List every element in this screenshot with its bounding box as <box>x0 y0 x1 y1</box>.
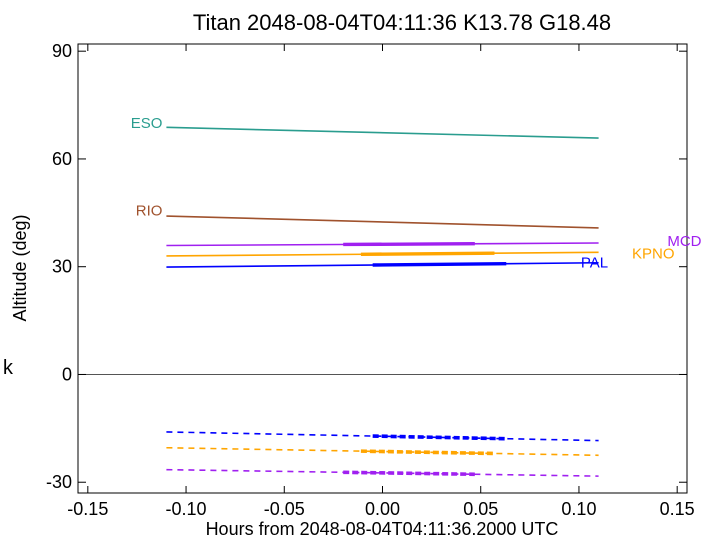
x-tick-label: -0.05 <box>264 499 305 519</box>
x-axis-label: Hours from 2048-08-04T04:11:36.2000 UTC <box>206 519 559 539</box>
y-tick-label: -30 <box>46 472 72 492</box>
series-window-kpno <box>360 251 495 257</box>
series-window-pal <box>372 261 507 267</box>
series-group <box>166 126 599 477</box>
chart-title: Titan 2048-08-04T04:11:36 K13.78 G18.48 <box>193 10 611 35</box>
series-dashed-window-kpno <box>360 449 495 456</box>
x-axis: -0.15 -0.10 -0.05 0.00 0.05 0.10 0.15 <box>67 44 695 519</box>
series-line-rio <box>166 215 599 229</box>
x-tick-label: 0.10 <box>561 499 596 519</box>
y-tick-label: 90 <box>52 41 72 61</box>
series-label-pal: PAL <box>581 254 608 271</box>
y-tick-label: 0 <box>62 364 72 384</box>
x-tick-label: 0.05 <box>463 499 498 519</box>
series-label-eso: ESO <box>131 115 163 132</box>
y-axis: -30 0 30 60 90 <box>46 41 687 492</box>
series-line-eso <box>166 126 599 139</box>
series-window-mcd <box>343 242 475 247</box>
series-dashed-window-mcd <box>343 470 475 477</box>
y-axis-label: Altitude (deg) <box>10 214 30 321</box>
series-label-mcd: MCD <box>667 233 701 250</box>
x-tick-label: 0.15 <box>660 499 695 519</box>
y-tick-label: 60 <box>52 149 72 169</box>
x-tick-label: -0.10 <box>166 499 207 519</box>
y-tick-label: 30 <box>52 257 72 277</box>
series-label-kpno: KPNO <box>632 245 675 262</box>
series-dashed-window-pal <box>372 434 507 441</box>
side-label: k <box>2 358 15 381</box>
x-tick-label: -0.15 <box>67 499 108 519</box>
series-label-rio: RIO <box>136 203 163 220</box>
x-tick-label: 0.00 <box>365 499 400 519</box>
